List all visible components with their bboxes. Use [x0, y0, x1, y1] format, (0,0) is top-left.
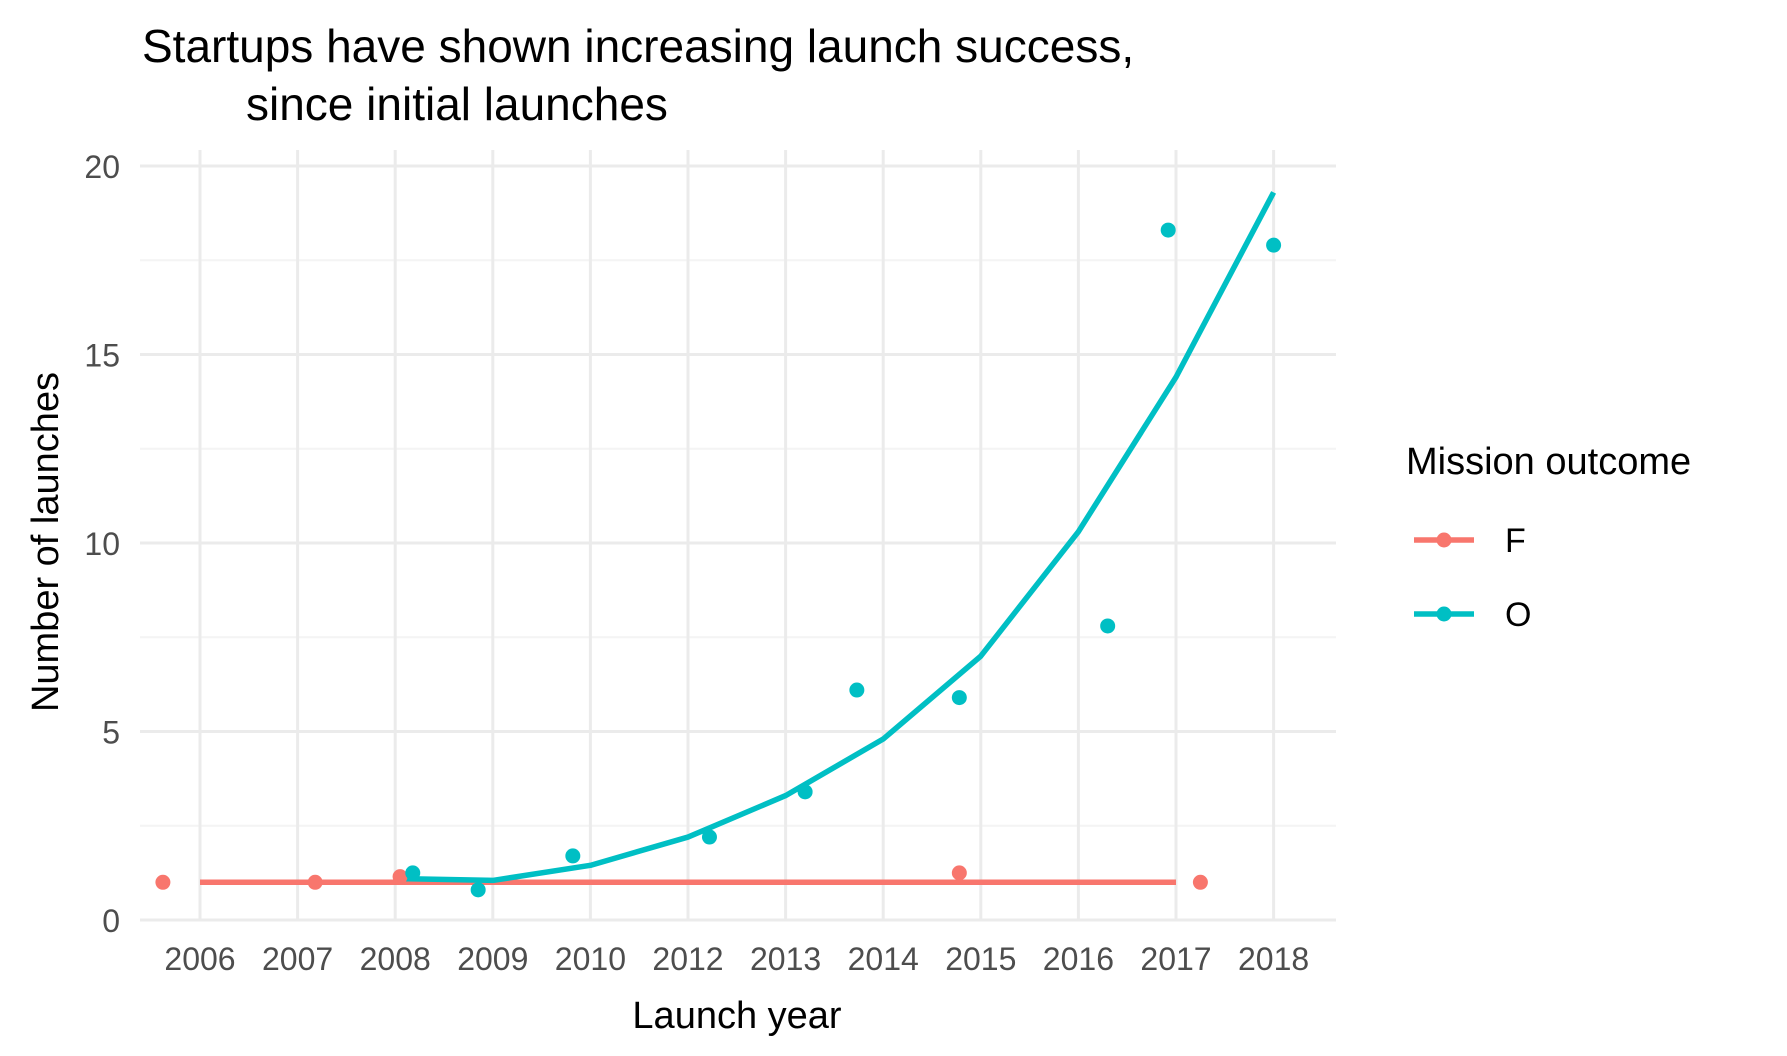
x-axis-label: Launch year	[632, 995, 841, 1037]
data-point-F	[307, 874, 323, 890]
chart-title-line-1: Startups have shown increasing launch su…	[142, 20, 1134, 72]
data-point-F	[392, 869, 408, 885]
legend-items: FO	[1414, 522, 1531, 634]
data-point-O	[797, 784, 813, 800]
x-tick-label: 2010	[555, 941, 626, 977]
x-tick-label: 2007	[262, 941, 333, 977]
data-point-F	[155, 874, 171, 890]
x-tick-label: 2016	[1043, 941, 1114, 977]
legend-title: Mission outcome	[1406, 441, 1691, 483]
data-point-O	[1100, 618, 1116, 634]
legend-key-point-O	[1436, 606, 1452, 622]
legend: Mission outcome FO	[1406, 441, 1691, 634]
y-axis-label: Number of launches	[25, 372, 67, 712]
legend-label-O: O	[1505, 596, 1531, 634]
chart-title-line-2: since initial launches	[246, 78, 668, 130]
data-point-O	[1266, 237, 1282, 253]
data-point-O	[701, 829, 717, 845]
x-axis-ticks: 2006 2007 2008 2009 2010 2012 2013 2014 2015 2016…	[164, 941, 1309, 977]
x-tick-label: 2013	[750, 941, 821, 977]
legend-key-point-F	[1436, 532, 1452, 548]
y-axis-ticks: 0 5 10 15 20	[84, 149, 120, 939]
y-tick-label: 15	[84, 338, 120, 374]
y-tick-label: 5	[102, 715, 120, 751]
trend-lines	[200, 191, 1277, 886]
x-tick-label: 2008	[360, 941, 431, 977]
x-tick-label: 2012	[652, 941, 723, 977]
data-point-O	[951, 690, 967, 706]
x-tick-label: 2006	[164, 941, 235, 977]
data-point-O	[470, 882, 486, 898]
y-tick-label: 10	[84, 526, 120, 562]
data-point-O	[1160, 222, 1176, 238]
y-tick-label: 0	[102, 903, 120, 939]
trend-line-O	[395, 191, 1277, 884]
data-point-O	[565, 848, 581, 864]
grid	[140, 150, 1336, 922]
data-point-O	[849, 682, 865, 698]
x-tick-label: 2017	[1140, 941, 1211, 977]
x-tick-label: 2015	[945, 941, 1016, 977]
legend-label-F: F	[1505, 522, 1526, 560]
data-point-O	[405, 865, 421, 881]
data-points	[155, 222, 1282, 898]
data-point-F	[1192, 874, 1208, 890]
x-tick-label: 2018	[1238, 941, 1309, 977]
y-tick-label: 20	[84, 149, 120, 185]
x-tick-label: 2014	[848, 941, 919, 977]
data-point-F	[951, 865, 967, 881]
x-tick-label: 2009	[457, 941, 528, 977]
